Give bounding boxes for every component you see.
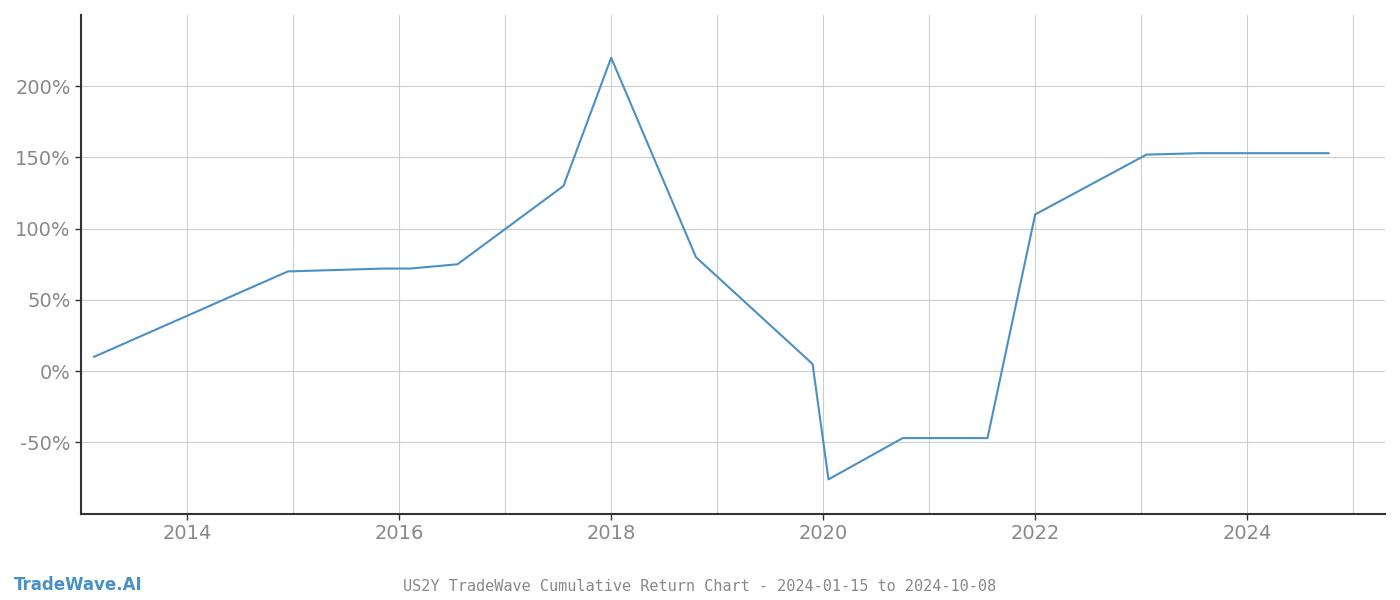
Text: TradeWave.AI: TradeWave.AI: [14, 576, 143, 594]
Text: US2Y TradeWave Cumulative Return Chart - 2024-01-15 to 2024-10-08: US2Y TradeWave Cumulative Return Chart -…: [403, 579, 997, 594]
